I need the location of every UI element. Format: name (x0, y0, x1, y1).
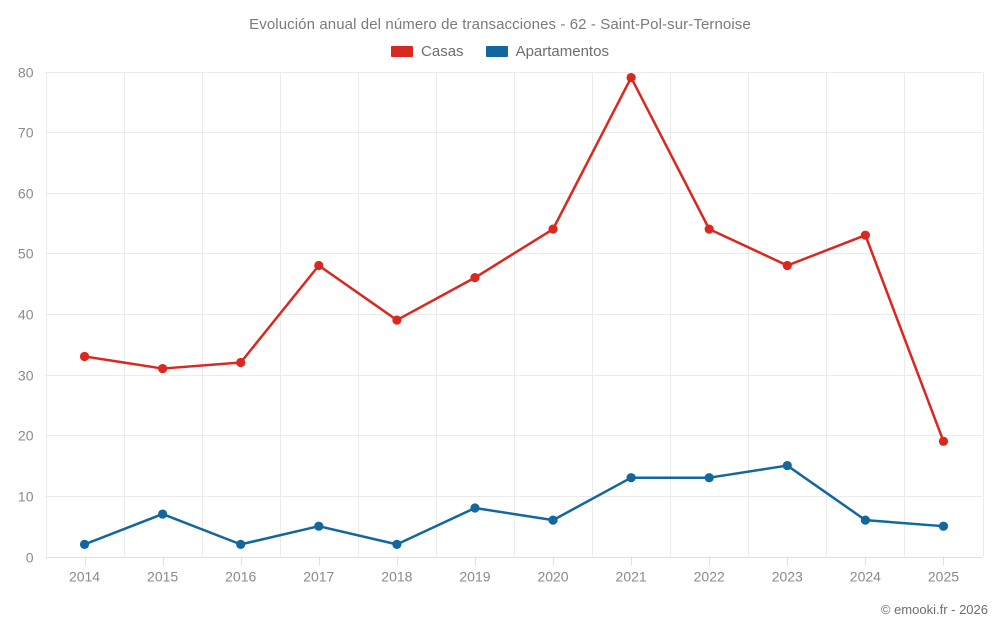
data-point[interactable] (158, 363, 168, 374)
data-point[interactable] (236, 539, 246, 549)
data-point[interactable] (392, 539, 402, 549)
data-point[interactable] (470, 503, 480, 513)
y-axis-tick-label: 70 (18, 125, 34, 141)
data-point[interactable] (470, 273, 480, 283)
y-axis-tick-label: 40 (18, 307, 34, 323)
y-axis-tick-labels: 0 10 20 30 40 50 60 70 80 (18, 65, 34, 566)
legend-swatch-casas (391, 46, 414, 57)
y-axis-tick-label: 30 (18, 368, 34, 384)
chart-legend: Casas Apartamentos (0, 43, 1000, 60)
legend-label-apartamentos: Apartamentos (515, 43, 609, 60)
data-point[interactable] (314, 260, 324, 271)
grid-layer (45, 71, 984, 566)
legend-item-casas[interactable]: Casas (391, 43, 464, 60)
x-axis-tick-label: 2025 (928, 569, 959, 585)
x-axis-tick-label: 2019 (459, 569, 490, 585)
data-point[interactable] (548, 224, 558, 234)
x-axis-tick-label: 2024 (850, 569, 881, 585)
x-axis-tick-label: 2020 (537, 569, 568, 585)
x-axis-tick-label: 2017 (303, 569, 334, 585)
data-point[interactable] (938, 436, 949, 446)
data-point[interactable] (704, 224, 714, 234)
series-line-apartamentos (83, 464, 945, 546)
y-axis-tick-label: 20 (18, 428, 34, 444)
data-point[interactable] (860, 230, 870, 240)
y-axis-tick-label: 10 (18, 489, 34, 505)
x-axis-tick-labels: 2014 2015 2016 2017 2018 2019 2020 2021 2022 2023… (69, 569, 959, 585)
copyright-footer: © emooki.fr - 2026 (880, 602, 988, 617)
data-point[interactable] (79, 351, 90, 362)
data-point[interactable] (314, 521, 324, 531)
data-point[interactable] (860, 515, 870, 525)
data-point[interactable] (704, 473, 714, 483)
x-axis-tick-label: 2023 (772, 569, 803, 585)
data-point[interactable] (938, 521, 949, 531)
y-axis-tick-label: 50 (18, 246, 34, 262)
data-point[interactable] (392, 315, 402, 325)
data-point[interactable] (626, 72, 636, 83)
data-point[interactable] (79, 539, 90, 549)
x-axis-tick-label: 2022 (694, 569, 725, 585)
x-axis-tick-label: 2021 (616, 569, 647, 585)
data-series-layer (79, 72, 949, 549)
legend-swatch-apartamentos (485, 46, 508, 57)
y-axis-tick-label: 60 (18, 186, 34, 202)
series-line-casas (83, 76, 945, 443)
data-point[interactable] (158, 509, 168, 519)
chart-title: Evolución anual del número de transaccio… (249, 16, 751, 33)
y-axis-tick-label: 80 (18, 65, 34, 81)
x-axis-tick-label: 2018 (381, 569, 412, 585)
data-point[interactable] (548, 515, 558, 525)
legend-label-casas: Casas (421, 43, 464, 60)
legend-item-apartamentos[interactable]: Apartamentos (485, 43, 609, 60)
data-point[interactable] (782, 260, 792, 271)
data-point[interactable] (236, 357, 246, 368)
x-axis-tick-label: 2016 (225, 569, 256, 585)
x-axis-tick-label: 2014 (69, 569, 100, 585)
data-point[interactable] (626, 473, 636, 483)
data-point[interactable] (782, 460, 792, 471)
y-axis-tick-label: 0 (26, 550, 34, 566)
x-axis-tick-label: 2015 (147, 569, 178, 585)
